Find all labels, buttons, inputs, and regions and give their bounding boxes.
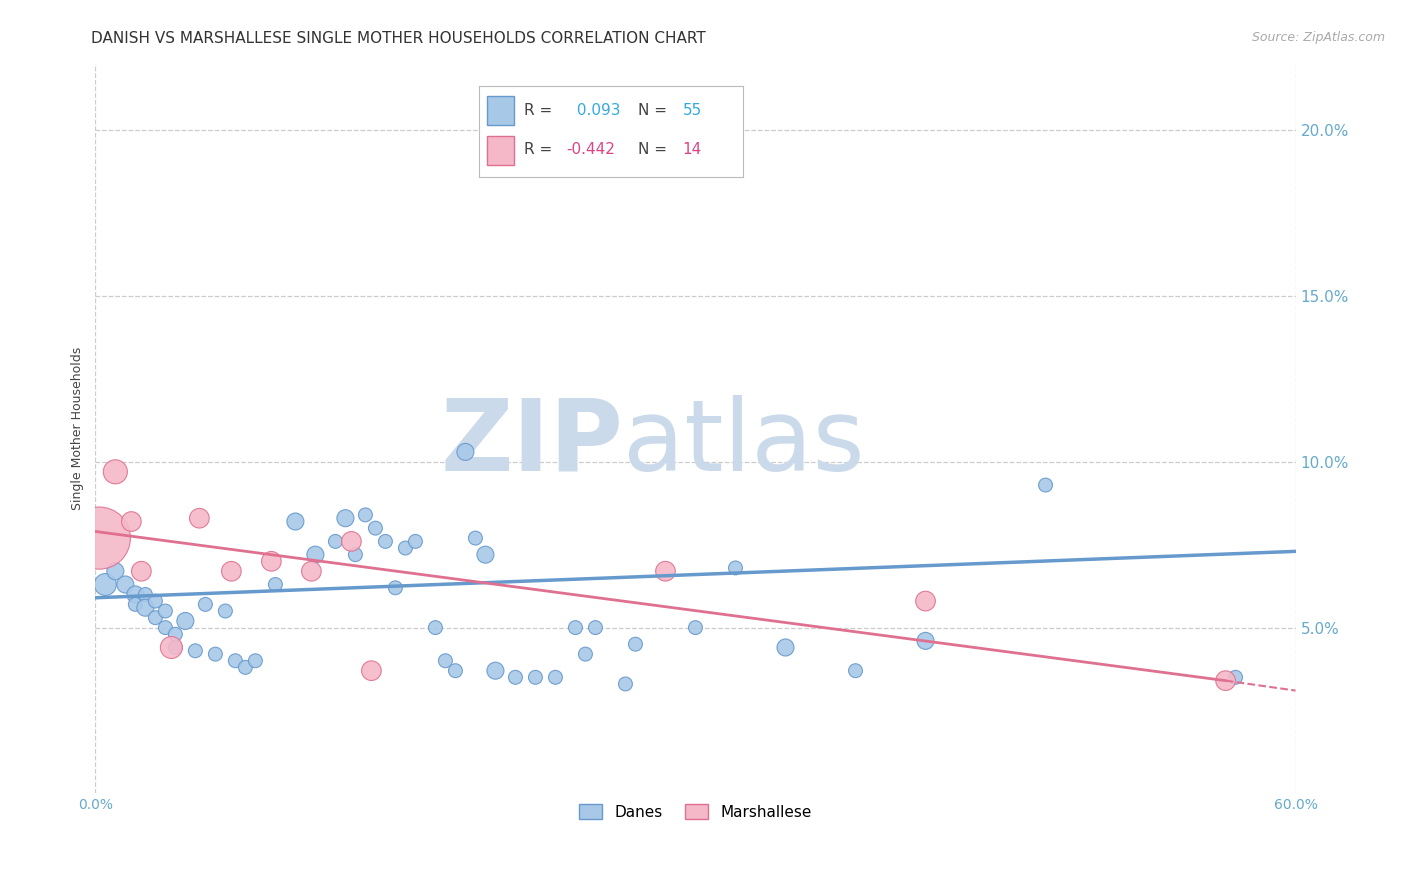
Point — [374, 534, 396, 549]
Point — [564, 621, 586, 635]
Point — [160, 640, 183, 655]
Point — [124, 598, 146, 612]
Point — [174, 614, 197, 628]
Point — [304, 548, 326, 562]
Point — [360, 664, 382, 678]
Point — [1035, 478, 1057, 492]
Text: ZIP: ZIP — [440, 395, 623, 491]
Point — [685, 621, 707, 635]
Point — [344, 548, 367, 562]
Point — [165, 627, 187, 641]
Point — [354, 508, 377, 522]
Point — [94, 577, 117, 591]
Point — [464, 531, 486, 545]
Text: DANISH VS MARSHALLESE SINGLE MOTHER HOUSEHOLDS CORRELATION CHART: DANISH VS MARSHALLESE SINGLE MOTHER HOUS… — [91, 31, 706, 46]
Point — [544, 670, 567, 684]
Point — [104, 564, 127, 578]
Point — [214, 604, 236, 618]
Point — [585, 621, 607, 635]
Text: Source: ZipAtlas.com: Source: ZipAtlas.com — [1251, 31, 1385, 45]
Point — [264, 577, 287, 591]
Point — [654, 564, 676, 578]
Point — [454, 445, 477, 459]
Point — [325, 534, 347, 549]
Point — [340, 534, 363, 549]
Text: atlas: atlas — [623, 395, 865, 491]
Point — [131, 564, 153, 578]
Point — [624, 637, 647, 651]
Point — [384, 581, 406, 595]
Point — [524, 670, 547, 684]
Point — [184, 644, 207, 658]
Point — [1225, 670, 1247, 684]
Point — [484, 664, 506, 678]
Point — [775, 640, 797, 655]
Point — [155, 604, 177, 618]
Point — [188, 511, 211, 525]
Point — [235, 660, 257, 674]
Point — [155, 621, 177, 635]
Point — [143, 594, 166, 608]
Point — [120, 515, 142, 529]
Point — [224, 654, 246, 668]
Point — [194, 598, 217, 612]
Point — [143, 610, 166, 624]
Point — [134, 600, 156, 615]
Legend: Danes, Marshallese: Danes, Marshallese — [574, 797, 818, 826]
Point — [104, 465, 127, 479]
Point — [844, 664, 866, 678]
Point — [505, 670, 527, 684]
Y-axis label: Single Mother Households: Single Mother Households — [72, 347, 84, 510]
Point — [404, 534, 426, 549]
Point — [335, 511, 357, 525]
Point — [425, 621, 447, 635]
Point — [299, 564, 322, 578]
Point — [1215, 673, 1237, 688]
Point — [724, 561, 747, 575]
Point — [165, 640, 187, 655]
Point — [221, 564, 243, 578]
Point — [114, 577, 136, 591]
Point — [260, 554, 283, 568]
Point — [245, 654, 267, 668]
Point — [614, 677, 637, 691]
Point — [134, 587, 156, 601]
Point — [914, 633, 936, 648]
Point — [914, 594, 936, 608]
Point — [434, 654, 457, 668]
Point — [574, 647, 596, 661]
Point — [124, 587, 146, 601]
Point — [394, 541, 416, 555]
Point — [89, 531, 111, 545]
Point — [444, 664, 467, 678]
Point — [474, 548, 496, 562]
Point — [284, 515, 307, 529]
Point — [364, 521, 387, 535]
Point — [204, 647, 226, 661]
